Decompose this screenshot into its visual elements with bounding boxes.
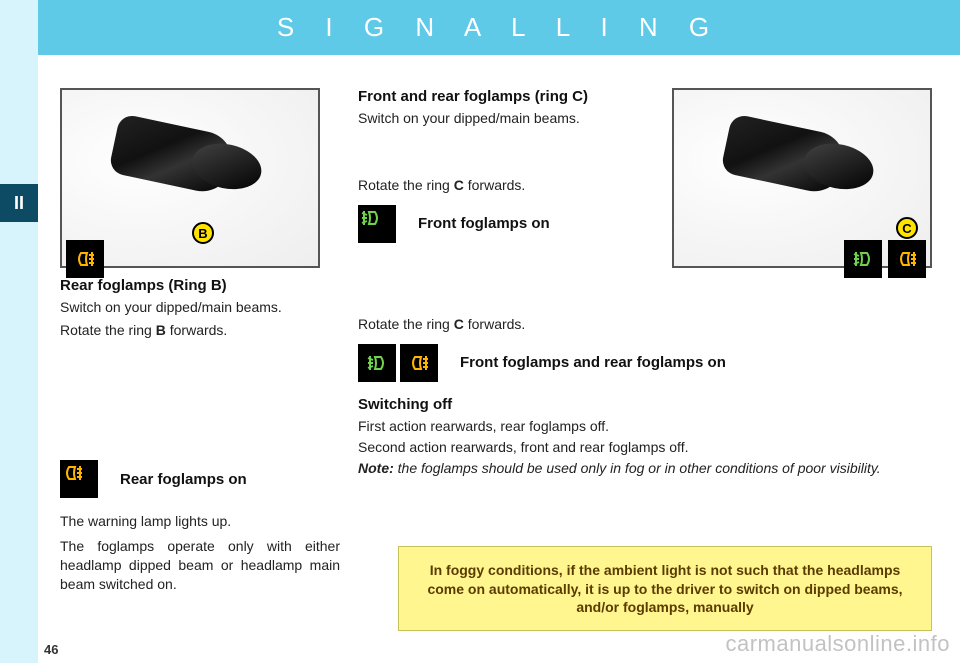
left-line2-bold: B (156, 322, 166, 338)
mid-rotate1-bold: C (454, 177, 464, 193)
front-foglamp-on-row: Front foglamps on (358, 205, 658, 243)
ring-label-b: B (192, 222, 214, 244)
note-text: the foglamps should be used only in fog … (394, 460, 881, 476)
content-area: B C (38, 55, 960, 663)
switch-l2: Second action rearwards, front and rear … (358, 438, 933, 457)
mid-rotate2: Rotate the ring C forwards. (358, 315, 933, 334)
stalk-shape (108, 113, 238, 197)
rear-foglamp-icon (66, 240, 104, 278)
left-line2: Rotate the ring B forwards. (60, 321, 340, 340)
mid-rotate1-post: forwards. (464, 177, 525, 193)
switching-off-heading: Switching off (358, 396, 933, 413)
middle-column: Front and rear foglamps (ring C) Switch … (358, 88, 658, 243)
manual-page: II S I G N A L L I N G B (0, 0, 960, 663)
warning-box: In foggy conditions, if the ambient ligh… (398, 546, 932, 631)
ring-label-c: C (896, 217, 918, 239)
left-column-2: Rear foglamps on The warning lamp lights… (60, 460, 340, 594)
watermark: carmanualsonline.info (725, 631, 950, 657)
mid-rotate1-pre: Rotate the ring (358, 177, 454, 193)
rear-foglamp-icon (60, 460, 98, 498)
mid-rotate2-pre: Rotate the ring (358, 316, 454, 332)
left-line2-pre: Rotate the ring (60, 322, 156, 338)
rear-foglamp-on-row: Rear foglamps on (60, 460, 340, 498)
chapter-tab: II (0, 184, 38, 222)
front-rear-heading: Front and rear foglamps (ring C) (358, 88, 658, 105)
both-foglamps-on-row: Front foglamps and rear foglamps on (358, 344, 933, 382)
both-foglamp-icons (358, 344, 438, 382)
rear-foglamp-icon (888, 240, 926, 278)
front-foglamp-icon (358, 205, 396, 243)
both-foglamps-on-label: Front foglamps and rear foglamps on (460, 354, 726, 371)
front-foglamp-icon (844, 240, 882, 278)
left-column: Rear foglamps (Ring B) Switch on your di… (60, 277, 340, 340)
middle-column-wide: Rotate the ring C forwards. (358, 315, 933, 478)
side-stripe (0, 0, 38, 663)
stalk-shape (720, 113, 850, 197)
front-foglamp-icon (358, 344, 396, 382)
front-rear-foglamp-overlay-icons (844, 240, 926, 278)
page-title: S I G N A L L I N G (38, 0, 960, 55)
left-p1: The warning lamp lights up. (60, 512, 340, 531)
note-line: Note: the foglamps should be used only i… (358, 459, 933, 478)
note-label: Note: (358, 460, 394, 476)
rear-foglamps-heading: Rear foglamps (Ring B) (60, 277, 340, 294)
switch-l1: First action rearwards, rear foglamps of… (358, 417, 933, 436)
left-line1: Switch on your dipped/main beams. (60, 298, 340, 317)
mid-rotate1: Rotate the ring C forwards. (358, 176, 658, 195)
left-p2: The foglamps operate only with either he… (60, 537, 340, 594)
mid-rotate2-bold: C (454, 316, 464, 332)
left-line2-post: forwards. (166, 322, 227, 338)
rear-foglamp-on-label: Rear foglamps on (120, 471, 247, 488)
page-number: 46 (44, 642, 58, 657)
mid-rotate2-post: forwards. (464, 316, 525, 332)
mid-line1: Switch on your dipped/main beams. (358, 109, 658, 128)
rear-foglamp-icon (400, 344, 438, 382)
front-foglamp-on-label: Front foglamps on (418, 215, 550, 232)
rear-foglamp-overlay-icon (66, 240, 104, 278)
